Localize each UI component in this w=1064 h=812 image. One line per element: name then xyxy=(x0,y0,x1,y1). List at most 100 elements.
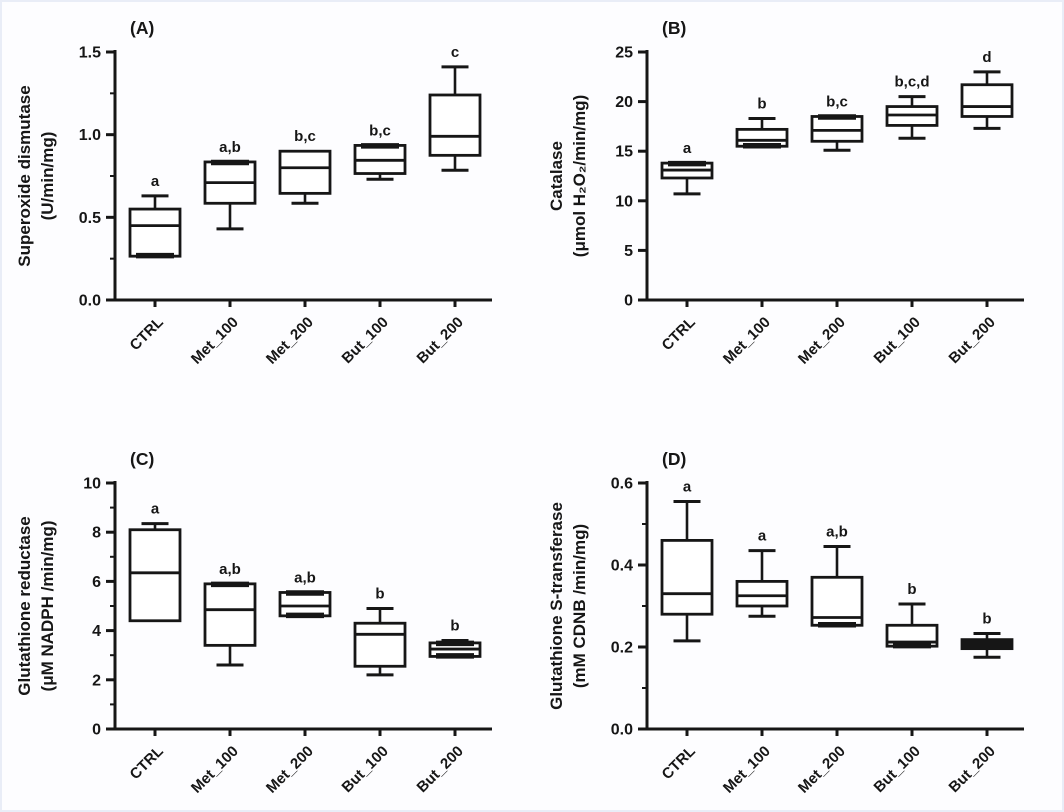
iqr-box xyxy=(203,582,257,647)
svg-text:(U/min/mg): (U/min/mg) xyxy=(38,132,57,221)
y-tick-label: 8 xyxy=(92,525,101,542)
svg-text:(μmol H₂O₂/min/mg): (μmol H₂O₂/min/mg) xyxy=(570,95,589,257)
x-tick-label: Met_200 xyxy=(263,314,317,368)
boxplot-glutathione-s-transferase: (D) Glutathione S-transferase (mM CDNB /mi… xyxy=(547,449,1024,797)
significance-letter: b xyxy=(757,95,766,112)
iqr-box xyxy=(128,528,182,623)
box-CTRL: a xyxy=(660,140,714,196)
significance-letter: c xyxy=(451,44,459,61)
x-tick-label: But_100 xyxy=(339,314,392,367)
significance-letter: a xyxy=(683,478,692,495)
y-axis-title: Glutathione S-transferase (mM CDNB /min/m… xyxy=(547,502,589,710)
x-axis: CTRL Met_100 Met_200 But_100 But_200 xyxy=(113,727,492,797)
significance-letter: b,c xyxy=(294,128,316,145)
iqr-box xyxy=(278,149,332,195)
panel-letter: (A) xyxy=(130,18,154,38)
y-tick-label: 15 xyxy=(615,144,633,161)
iqr-box xyxy=(128,207,182,258)
y-tick-label: 0.0 xyxy=(611,722,633,739)
x-axis: CTRL Met_100 Met_200 But_100 But_200 xyxy=(645,298,1024,368)
box-But_100: b,c,d xyxy=(885,74,939,140)
y-axis: 0.0 0.2 0.4 0.6 xyxy=(611,476,649,739)
y-tick-label: 0.6 xyxy=(611,476,633,493)
y-axis-title: Glutathione reductase (μM NADPH /min/mg) xyxy=(15,516,57,695)
significance-letter: b xyxy=(450,617,459,634)
box-CTRL: a xyxy=(128,173,182,259)
y-tick-label: 0 xyxy=(92,722,101,739)
y-tick-label: 25 xyxy=(615,45,633,62)
iqr-box xyxy=(428,93,482,157)
x-tick-label: Met_200 xyxy=(795,743,849,797)
y-tick-label: 20 xyxy=(615,94,633,111)
box-But_200: d xyxy=(960,49,1014,130)
iqr-box xyxy=(660,538,714,616)
significance-letter: a xyxy=(683,140,692,157)
x-tick-label: CTRL xyxy=(127,314,167,354)
y-tick-label: 10 xyxy=(615,193,633,210)
y-tick-label: 2 xyxy=(92,672,101,689)
box-Met_100: b xyxy=(735,95,789,149)
significance-letter: d xyxy=(982,49,991,66)
significance-letter: a,b xyxy=(294,569,316,586)
significance-letter: b,c,d xyxy=(894,74,929,91)
x-tick-label: Met_100 xyxy=(188,743,242,797)
x-axis: CTRL Met_100 Met_200 But_100 But_200 xyxy=(113,298,492,368)
box-But_100: b,c xyxy=(353,122,407,181)
box-Met_100: a xyxy=(735,528,789,618)
x-tick-label: But_200 xyxy=(946,743,999,796)
significance-letter: b,c xyxy=(369,122,391,139)
box-Met_200: b,c xyxy=(278,128,332,205)
boxplot-glutathione-reductase: (C) Glutathione reductase (μM NADPH /min/m… xyxy=(15,449,492,797)
x-tick-label: Met_200 xyxy=(795,314,849,368)
y-tick-label: 4 xyxy=(92,623,101,640)
y-tick-label: 1.0 xyxy=(79,127,101,144)
x-tick-label: Met_100 xyxy=(188,314,242,368)
box-But_100: b xyxy=(885,581,939,649)
significance-letter: b,c xyxy=(826,93,848,110)
x-tick-label: CTRL xyxy=(659,314,699,354)
box-Met_200: b,c xyxy=(810,93,864,152)
y-tick-label: 10 xyxy=(83,476,101,493)
y-tick-label: 0.2 xyxy=(611,640,633,657)
x-tick-label: Met_100 xyxy=(720,743,774,797)
panel-c-glutathione-reductase: (C) Glutathione reductase (μM NADPH /min/m… xyxy=(0,406,532,812)
x-tick-label: But_200 xyxy=(414,314,467,367)
significance-letter: a xyxy=(151,501,160,518)
iqr-box xyxy=(278,591,332,618)
significance-letter: a,b xyxy=(219,139,241,156)
significance-letter: b xyxy=(982,610,991,627)
panel-letter: (C) xyxy=(130,449,154,469)
box-Met_200: a,b xyxy=(810,524,864,628)
box-But_100: b xyxy=(353,585,407,677)
significance-letter: a,b xyxy=(826,524,848,541)
significance-letter: a xyxy=(151,173,160,190)
svg-text:Glutathione S-transferase: Glutathione S-transferase xyxy=(547,502,566,710)
panel-d-glutathione-s-transferase: (D) Glutathione S-transferase (mM CDNB /mi… xyxy=(532,406,1064,812)
box-Met_100: a,b xyxy=(203,139,257,231)
boxplot-catalase: (B) Catalase (μmol H₂O₂/min/mg) 0 5 10 15 20 25 C… xyxy=(547,18,1024,368)
y-tick-label: 0 xyxy=(624,293,633,310)
y-tick-label: 5 xyxy=(624,243,633,260)
x-tick-label: But_200 xyxy=(414,743,467,796)
x-tick-label: But_100 xyxy=(871,314,924,367)
y-axis: 0 5 10 15 20 25 xyxy=(615,45,649,310)
x-tick-label: Met_200 xyxy=(263,743,317,797)
box-CTRL: a xyxy=(128,501,182,623)
svg-text:(mM CDNB /min/mg): (mM CDNB /min/mg) xyxy=(570,524,589,688)
panel-letter: (D) xyxy=(662,449,686,469)
svg-text:Glutathione reductase: Glutathione reductase xyxy=(15,516,34,695)
y-tick-label: 6 xyxy=(92,574,101,591)
y-axis: 0 2 4 6 8 10 xyxy=(83,476,117,739)
box-But_200: b xyxy=(960,610,1014,659)
box-But_200: c xyxy=(428,44,482,172)
iqr-box xyxy=(810,115,864,143)
panel-b-catalase: (B) Catalase (μmol H₂O₂/min/mg) 0 5 10 15 20 25 C… xyxy=(532,0,1064,406)
y-tick-label: 0.0 xyxy=(79,293,101,310)
svg-text:(μM NADPH /min/mg): (μM NADPH /min/mg) xyxy=(38,521,57,692)
x-tick-label: But_100 xyxy=(871,743,924,796)
svg-text:Superoxide dismutase: Superoxide dismutase xyxy=(15,85,34,266)
box-CTRL: a xyxy=(660,478,714,643)
x-axis: CTRL Met_100 Met_200 But_100 But_200 xyxy=(645,727,1024,797)
y-axis-title: Superoxide dismutase (U/min/mg) xyxy=(15,85,57,266)
